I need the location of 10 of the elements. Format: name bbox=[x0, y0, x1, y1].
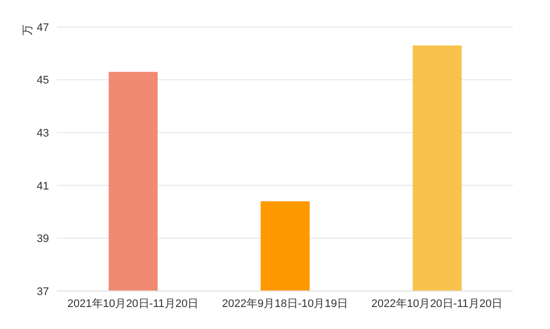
y-tick-label: 39 bbox=[36, 233, 49, 246]
y-tick-label: 41 bbox=[36, 180, 49, 192]
y-tick-label: 43 bbox=[36, 128, 49, 140]
y-tick-label: 47 bbox=[36, 22, 49, 34]
x-tick-label: 2022年9月18日-10月19日 bbox=[222, 298, 348, 310]
x-tick-label: 2021年10月20日-11月20日 bbox=[67, 298, 199, 310]
y-tick-label: 37 bbox=[36, 286, 49, 298]
x-tick-label: 2022年10月20日-11月20日 bbox=[371, 298, 503, 310]
y-tick-label: 45 bbox=[36, 74, 49, 87]
y-axis-title: 万 bbox=[22, 24, 34, 36]
